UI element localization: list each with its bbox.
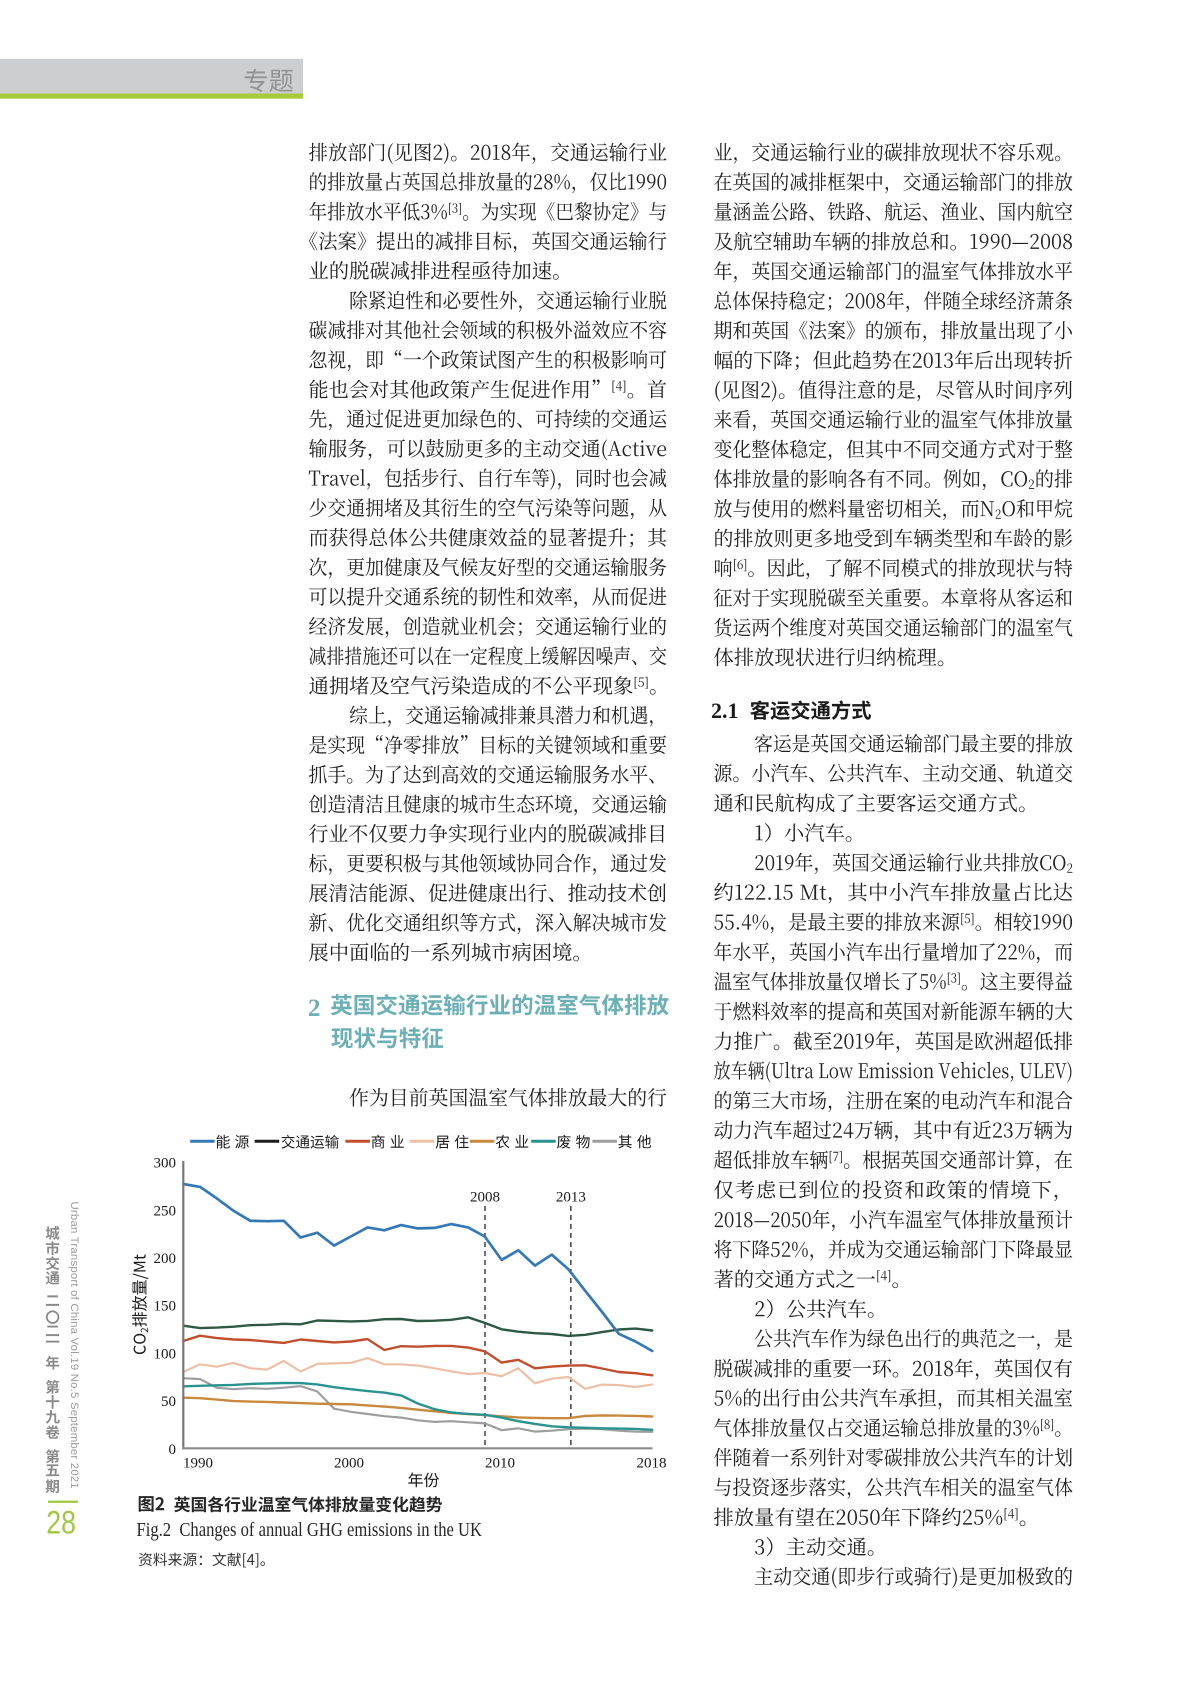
svg-text:2013: 2013 [556, 1190, 586, 1206]
svg-text:0: 0 [169, 1442, 177, 1458]
svg-text:50: 50 [161, 1394, 176, 1410]
svg-text:2.1: 2.1 [711, 698, 739, 723]
svg-text:2018: 2018 [637, 1456, 667, 1472]
svg-text:2010: 2010 [485, 1456, 515, 1472]
svg-text:150: 150 [154, 1299, 177, 1315]
svg-text:Fig.2 Changes of annual GHG e: Fig.2 Changes of annual GHG emissions in… [137, 1520, 483, 1541]
svg-text:300: 300 [154, 1156, 177, 1172]
svg-text:2000: 2000 [334, 1456, 364, 1472]
svg-text:200: 200 [154, 1251, 177, 1267]
svg-text:2: 2 [308, 995, 321, 1022]
svg-text:1990: 1990 [183, 1456, 213, 1472]
svg-text:Urban Transport of China Vol.1: Urban Transport of China Vol.19 No.5 Sep… [68, 1202, 80, 1489]
svg-text:28: 28 [46, 1505, 76, 1541]
svg-text:100: 100 [154, 1346, 177, 1362]
svg-text:2008: 2008 [470, 1190, 500, 1206]
svg-text:250: 250 [154, 1203, 177, 1219]
